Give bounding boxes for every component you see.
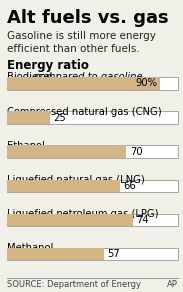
Text: Energy ratio: Energy ratio: [7, 59, 89, 72]
Text: 74: 74: [137, 215, 149, 225]
Bar: [7, 180, 120, 192]
Text: 90%: 90%: [136, 78, 158, 88]
Text: Compressed natural gas (CNG): Compressed natural gas (CNG): [7, 107, 162, 117]
Bar: [7, 214, 178, 226]
Bar: [7, 111, 50, 124]
Text: 25: 25: [53, 112, 66, 123]
Text: 57: 57: [108, 249, 120, 259]
Bar: [7, 145, 178, 158]
Text: Alt fuels vs. gas: Alt fuels vs. gas: [7, 9, 169, 27]
Text: 70: 70: [130, 147, 142, 157]
Text: Biodiesel: Biodiesel: [7, 72, 56, 82]
Text: SOURCE: Department of Energy: SOURCE: Department of Energy: [7, 280, 141, 289]
Bar: [7, 77, 178, 90]
Text: Methanol: Methanol: [7, 243, 54, 253]
Bar: [7, 111, 178, 124]
Text: Liquefied petroleum gas (LPG): Liquefied petroleum gas (LPG): [7, 209, 159, 219]
Text: AP: AP: [167, 280, 178, 289]
Bar: [7, 214, 133, 226]
Bar: [7, 248, 104, 260]
Text: Liquefied natural gas (LNG): Liquefied natural gas (LNG): [7, 175, 145, 185]
Bar: [7, 180, 178, 192]
Text: compared to gasoline: compared to gasoline: [34, 72, 143, 82]
Text: Ethanol: Ethanol: [7, 141, 45, 151]
Text: 66: 66: [123, 181, 136, 191]
Text: Gasoline is still more energy
efficient than other fuels.: Gasoline is still more energy efficient …: [7, 31, 156, 54]
Bar: [7, 248, 178, 260]
Bar: [7, 145, 126, 158]
Bar: [7, 77, 160, 90]
